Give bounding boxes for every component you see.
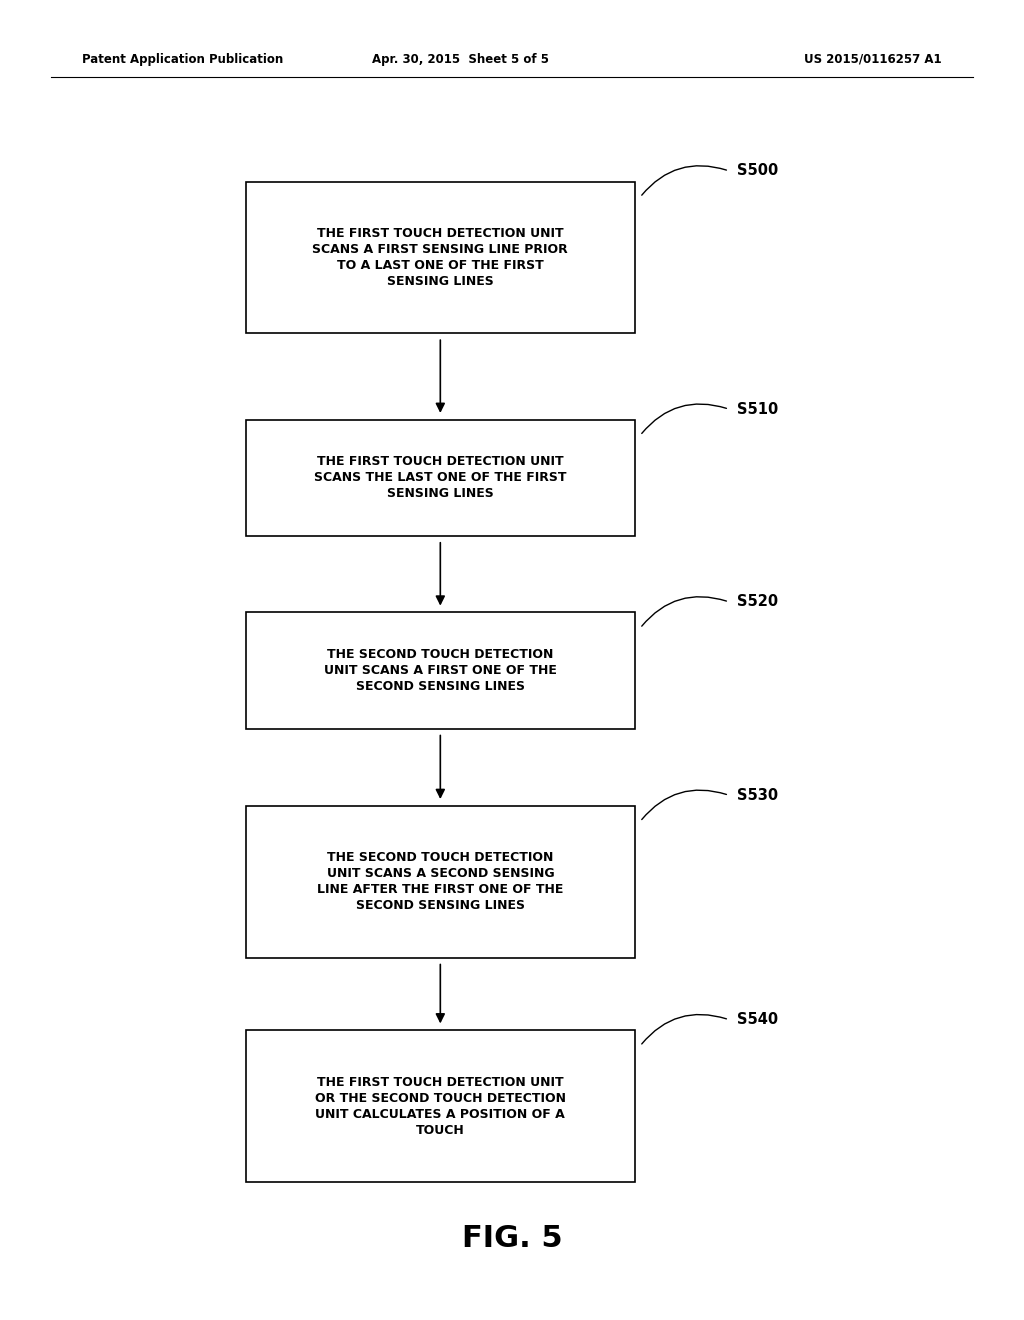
FancyBboxPatch shape [246,420,635,536]
Text: Apr. 30, 2015  Sheet 5 of 5: Apr. 30, 2015 Sheet 5 of 5 [373,53,549,66]
Text: S520: S520 [737,594,778,610]
Text: THE FIRST TOUCH DETECTION UNIT
SCANS A FIRST SENSING LINE PRIOR
TO A LAST ONE OF: THE FIRST TOUCH DETECTION UNIT SCANS A F… [312,227,568,288]
FancyBboxPatch shape [246,1030,635,1183]
Text: FIG. 5: FIG. 5 [462,1224,562,1253]
Text: THE FIRST TOUCH DETECTION UNIT
SCANS THE LAST ONE OF THE FIRST
SENSING LINES: THE FIRST TOUCH DETECTION UNIT SCANS THE… [314,455,566,500]
FancyBboxPatch shape [246,612,635,729]
Text: THE SECOND TOUCH DETECTION
UNIT SCANS A SECOND SENSING
LINE AFTER THE FIRST ONE : THE SECOND TOUCH DETECTION UNIT SCANS A … [317,851,563,912]
Text: Patent Application Publication: Patent Application Publication [82,53,284,66]
Text: US 2015/0116257 A1: US 2015/0116257 A1 [805,53,942,66]
Text: THE SECOND TOUCH DETECTION
UNIT SCANS A FIRST ONE OF THE
SECOND SENSING LINES: THE SECOND TOUCH DETECTION UNIT SCANS A … [324,648,557,693]
Text: S530: S530 [737,788,778,803]
Text: S500: S500 [737,164,778,178]
Text: S540: S540 [737,1012,778,1027]
Text: S510: S510 [737,401,778,417]
FancyBboxPatch shape [246,805,635,958]
Text: THE FIRST TOUCH DETECTION UNIT
OR THE SECOND TOUCH DETECTION
UNIT CALCULATES A P: THE FIRST TOUCH DETECTION UNIT OR THE SE… [314,1076,566,1137]
FancyBboxPatch shape [246,181,635,333]
